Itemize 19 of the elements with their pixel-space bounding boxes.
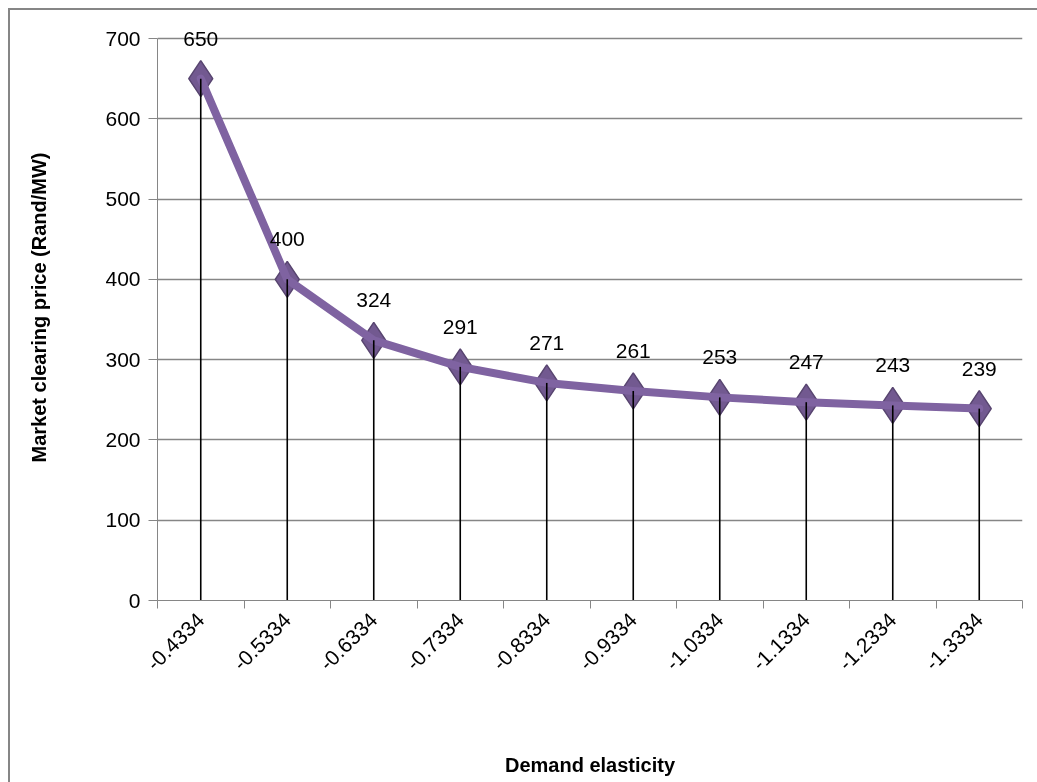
data-label: 247 — [788, 350, 824, 374]
y-tick-label: 600 — [105, 106, 141, 130]
data-label: 243 — [875, 353, 911, 377]
data-label: 253 — [702, 345, 738, 369]
y-tick-label: 200 — [105, 427, 141, 451]
data-label: 291 — [442, 314, 478, 338]
data-label: 650 — [183, 26, 219, 50]
y-tick-label: 300 — [105, 347, 141, 371]
data-label: 261 — [615, 338, 651, 362]
y-tick-label: 0 — [128, 588, 141, 612]
data-label: 239 — [961, 356, 997, 380]
y-tick-label: 700 — [105, 26, 141, 50]
data-label: 324 — [356, 288, 392, 312]
y-tick-label: 400 — [105, 267, 141, 291]
data-label: 271 — [529, 330, 565, 354]
x-axis-title: Demand elasticity — [504, 753, 676, 776]
y-axis-title: Market clearing price (Rand/MW) — [28, 152, 51, 463]
y-tick-label: 100 — [105, 508, 141, 532]
y-tick-label: 500 — [105, 187, 141, 211]
